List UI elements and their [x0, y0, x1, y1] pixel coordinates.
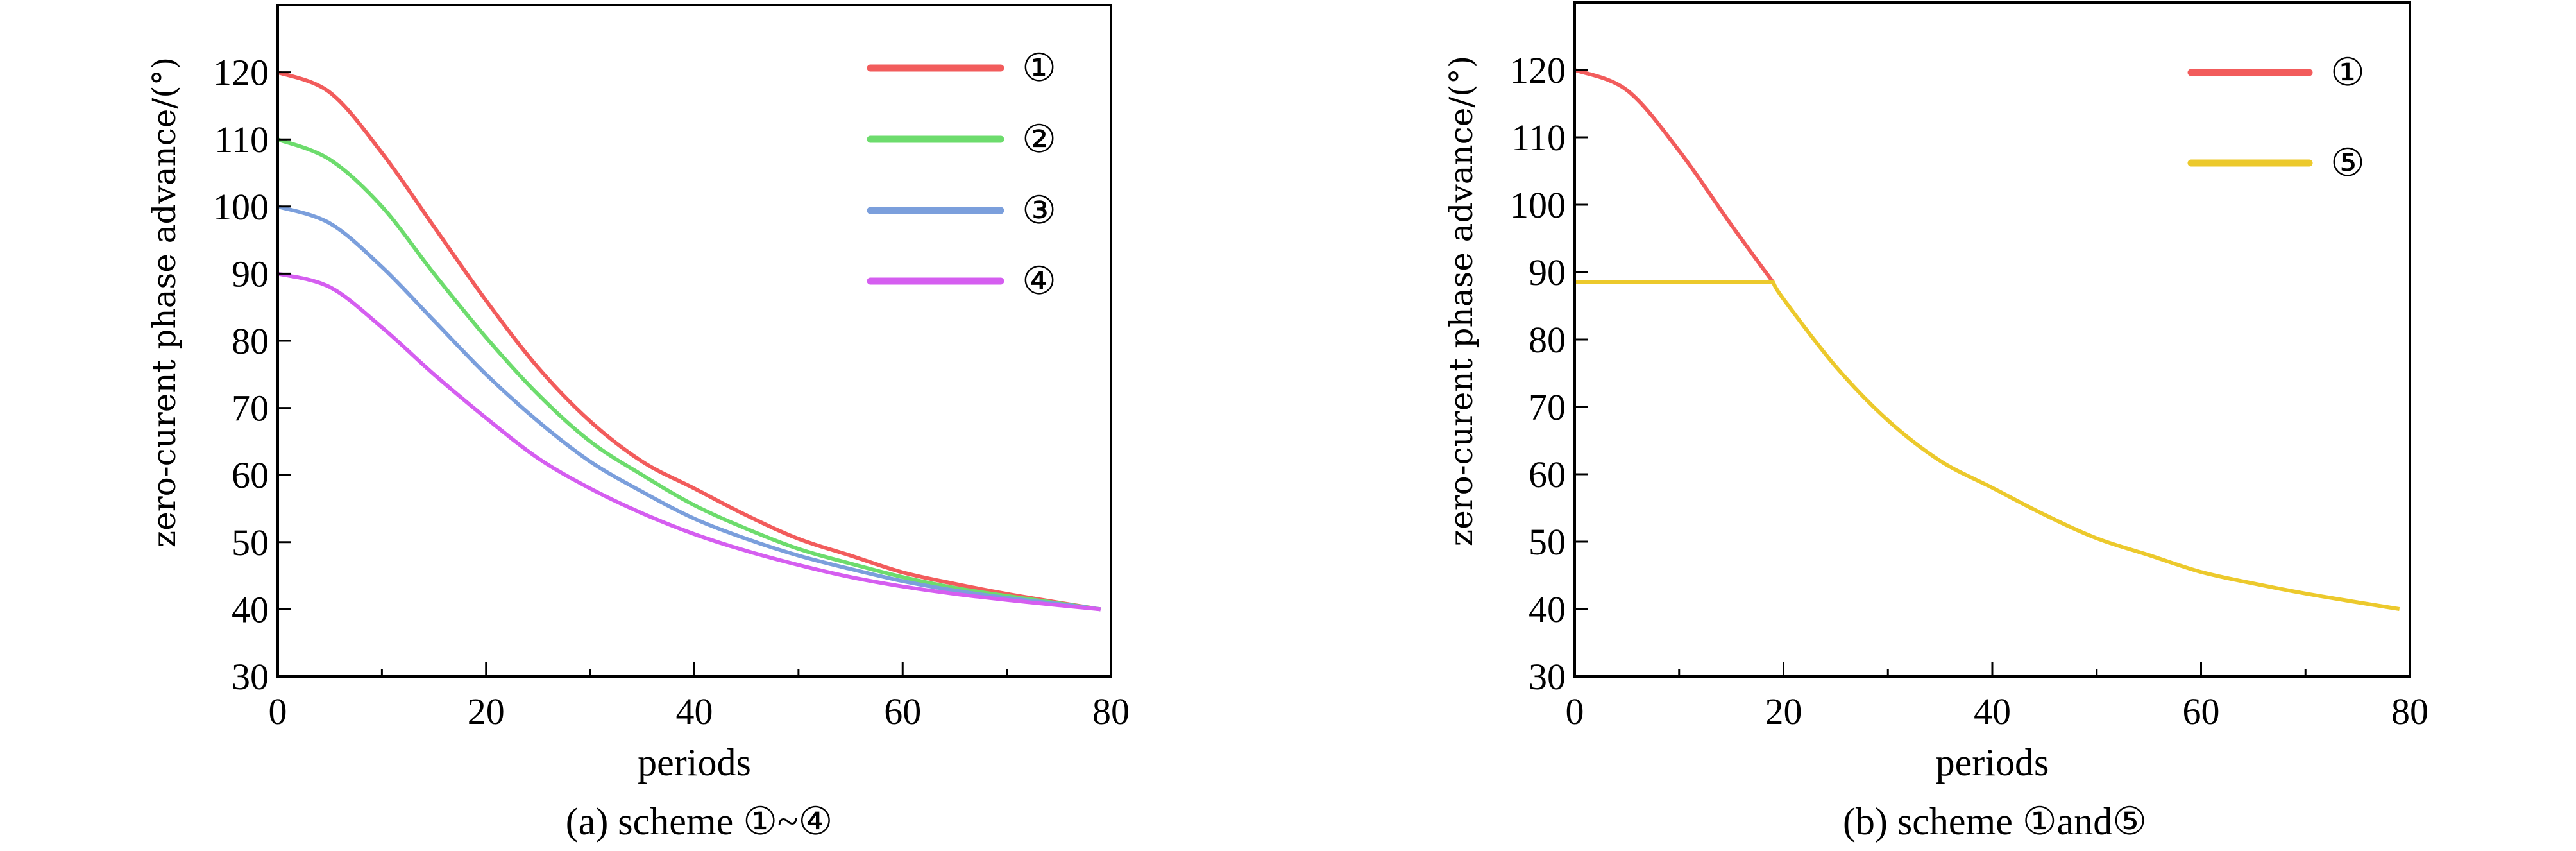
- y-tick-label: 40: [1529, 589, 1566, 630]
- chart-panel-b: 30 40 50 60 70 80 90 100 110 120 0 20 40 60 80 periods z…: [1443, 1, 2428, 843]
- x-tick-label: 0: [269, 691, 287, 732]
- y-tick-label: 100: [1510, 184, 1566, 226]
- x-tick-label: 20: [468, 691, 505, 732]
- series-line-1: [276, 70, 1101, 612]
- x-tick-label: 40: [1974, 691, 2011, 732]
- y-tick-label: 50: [1529, 521, 1566, 563]
- series-line-2: [276, 137, 1101, 612]
- x-tick-label: 80: [2391, 691, 2428, 732]
- legend-label-3: ③: [1022, 189, 1056, 232]
- y-tick-label: 100: [213, 186, 269, 228]
- y-tick-label: 50: [232, 522, 269, 563]
- x-tick-label: 0: [1566, 691, 1584, 732]
- y-tick-label: 30: [232, 656, 269, 698]
- plot-frame: [1573, 1, 2411, 678]
- y-tick-label: 90: [1529, 252, 1566, 293]
- chart-caption: (b) scheme ①and⑤: [1843, 800, 2147, 843]
- legend-label-1: ①: [1022, 47, 1056, 89]
- y-tick-label: 70: [232, 388, 269, 429]
- chart-caption: (a) scheme ①~④: [566, 800, 833, 843]
- y-tick-label: 110: [1511, 117, 1566, 159]
- legend-label-2: ②: [1022, 118, 1056, 160]
- x-axis-label: periods: [638, 741, 751, 784]
- chart-panel-a: 30 40 50 60 70 80 90 100 110 120 0 20 40 60 80 periods z…: [146, 4, 1130, 843]
- x-tick-label: 40: [676, 691, 713, 732]
- y-tick-label: 30: [1529, 656, 1566, 698]
- y-axis-label: zero-curent phase advance/(°): [146, 57, 183, 547]
- y-tick-label: 90: [232, 253, 269, 295]
- series-line-3: [277, 204, 1101, 612]
- x-tick-label: 80: [1092, 691, 1130, 732]
- y-tick-label: 80: [232, 320, 269, 362]
- y-axis-label: zero-curent phase advance/(°): [1443, 56, 1480, 546]
- y-tick-label: 70: [1529, 386, 1566, 428]
- x-tick-label: 60: [884, 691, 921, 732]
- y-tick-label: 120: [1510, 49, 1566, 91]
- x-tick-label: 20: [1765, 691, 1802, 732]
- y-tick-label: 80: [1529, 319, 1566, 361]
- y-tick-label: 40: [232, 589, 269, 630]
- plot-frame: [276, 4, 1112, 678]
- x-tick-label: 60: [2183, 691, 2220, 732]
- legend-label-2: ⑤: [2330, 142, 2365, 184]
- series-line-4: [277, 271, 1101, 612]
- y-tick-label: 60: [1529, 454, 1566, 495]
- y-tick-label: 120: [213, 52, 269, 94]
- series-line-2: [1575, 280, 2400, 611]
- legend-label-1: ①: [2330, 51, 2365, 94]
- y-tick-label: 110: [214, 119, 269, 160]
- x-axis-label: periods: [1936, 741, 2049, 784]
- series-line-1: [1573, 68, 1775, 284]
- y-tick-label: 60: [232, 454, 269, 496]
- legend-label-4: ④: [1022, 260, 1056, 302]
